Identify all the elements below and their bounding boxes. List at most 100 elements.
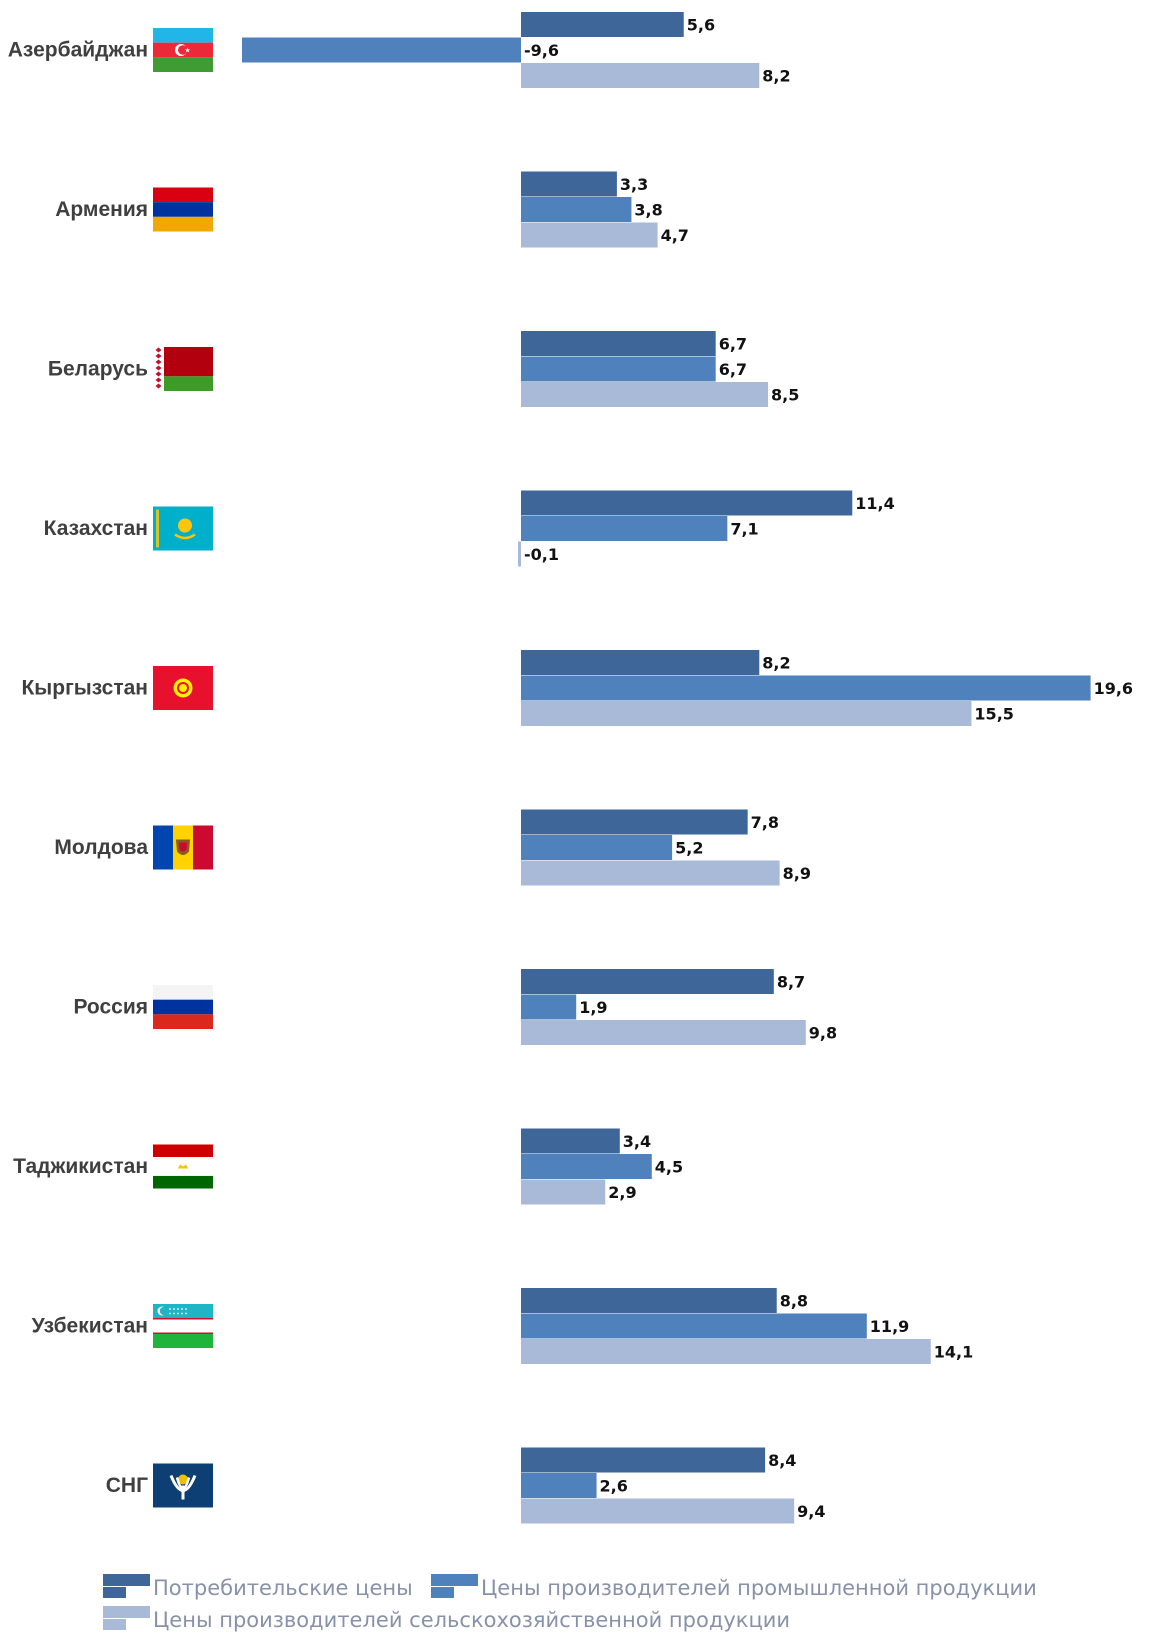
value-label: 5,2 — [675, 839, 703, 858]
category-label: Казахстан — [44, 517, 148, 540]
value-label: 3,4 — [623, 1132, 651, 1151]
bar — [521, 1020, 806, 1045]
bar — [521, 1179, 606, 1205]
bar — [521, 1128, 620, 1154]
value-label: 9,4 — [797, 1502, 825, 1521]
value-label: 5,6 — [687, 16, 715, 35]
legend-item: Цены производителей промышленной продукц… — [431, 1574, 1037, 1600]
cis-emblem — [153, 1463, 213, 1508]
category-label: Россия — [73, 996, 148, 1019]
legend-swatch-icon — [103, 1574, 150, 1598]
tajikistan-flag — [153, 1144, 213, 1189]
value-label: 8,7 — [777, 973, 805, 992]
bar — [521, 171, 617, 197]
value-label: 8,4 — [768, 1451, 796, 1470]
legend-item: Потребительские цены — [103, 1574, 413, 1600]
value-label: -9,6 — [524, 41, 559, 60]
category-row: Беларусь 6,7 6,7 8,5 — [48, 331, 799, 407]
bar — [521, 809, 748, 835]
category-label: Узбекистан — [32, 1315, 148, 1338]
moldova-flag — [153, 825, 213, 870]
category-label: Молдова — [54, 836, 148, 859]
bar — [521, 1154, 652, 1179]
legend-item: Цены производителей сельскохозяйственной… — [103, 1606, 790, 1632]
bar — [521, 650, 760, 675]
category-label: Кыргызстан — [21, 677, 148, 700]
bar — [521, 222, 658, 248]
azerbaijan-flag — [153, 28, 213, 72]
value-label: 15,5 — [974, 705, 1013, 724]
belarus-flag — [153, 347, 213, 391]
value-label: 8,8 — [780, 1292, 808, 1311]
value-label: 2,6 — [600, 1477, 628, 1496]
value-label: 8,5 — [771, 386, 799, 405]
bar — [521, 1473, 597, 1498]
bar — [521, 197, 632, 222]
value-label: 19,6 — [1094, 679, 1133, 698]
bar — [242, 37, 521, 63]
bar — [521, 331, 716, 356]
bar — [521, 382, 769, 407]
value-label: 11,9 — [870, 1317, 909, 1336]
value-label: 6,7 — [719, 335, 747, 354]
bar — [521, 63, 760, 88]
category-label: Азербайджан — [8, 39, 148, 62]
bar — [521, 1498, 795, 1524]
bar — [521, 356, 716, 382]
category-row: Армения 3,3 3,8 4,7 — [55, 171, 689, 248]
value-label: 1,9 — [579, 998, 607, 1017]
bar — [521, 835, 673, 860]
category-row: СНГ 8,4 2,6 9,4 — [106, 1447, 826, 1524]
value-label: 9,8 — [809, 1024, 837, 1043]
bar — [521, 1313, 867, 1339]
category-row: Таджикистан 3,44,5 2,9 — [13, 1128, 683, 1205]
category-row: Кыргызстан 8,2 19,6 15,5 — [21, 650, 1133, 726]
category-row: Казахстан 11,4 7,1 -0,1 — [44, 490, 895, 567]
bar — [521, 969, 774, 994]
value-label: 11,4 — [855, 494, 894, 513]
category-label: Беларусь — [48, 358, 148, 381]
value-label: 6,7 — [719, 360, 747, 379]
bar — [521, 12, 684, 37]
kazakhstan-flag — [153, 506, 213, 551]
bar — [521, 1447, 766, 1473]
value-label: 4,5 — [655, 1158, 683, 1177]
legend-label: Цены производителей сельскохозяйственной… — [153, 1608, 790, 1632]
legend-label: Потребительские цены — [153, 1576, 413, 1600]
category-row: Узбекистан 8,8 11,9 14,1 — [32, 1288, 973, 1364]
bar — [521, 994, 577, 1020]
uzbekistan-flag — [153, 1304, 213, 1348]
category-label: Армения — [55, 198, 148, 221]
value-label: -0,1 — [524, 545, 559, 564]
bar — [521, 490, 853, 516]
bar — [521, 701, 972, 726]
category-label: Таджикистан — [13, 1155, 148, 1178]
value-label: 7,8 — [751, 813, 779, 832]
legend-swatch-icon — [431, 1574, 478, 1598]
bar — [521, 860, 780, 886]
value-label: 7,1 — [730, 520, 758, 539]
russia-flag — [153, 985, 213, 1029]
bar — [521, 516, 728, 541]
legend-swatch-icon — [103, 1606, 150, 1630]
value-label: 2,9 — [608, 1183, 636, 1202]
bar — [521, 675, 1091, 701]
legend-label: Цены производителей промышленной продукц… — [481, 1576, 1037, 1600]
kyrgyzstan-flag — [153, 666, 213, 710]
category-row: Россия 8,7 1,9 9,8 — [73, 969, 837, 1045]
bar — [518, 541, 521, 567]
value-label: 4,7 — [661, 226, 689, 245]
legend: Потребительские цены Цены производителей … — [103, 1574, 1037, 1632]
value-label: 8,2 — [762, 67, 790, 86]
value-label: 3,3 — [620, 175, 648, 194]
armenia-flag — [153, 187, 213, 232]
category-label: СНГ — [106, 1474, 148, 1497]
category-row: Азербайджан 5,6 -9,6 8,2 — [8, 12, 791, 88]
category-row: Молдова 7,8 5,2 8,9 — [54, 809, 811, 886]
value-label: 14,1 — [934, 1343, 973, 1362]
bar — [521, 1339, 931, 1364]
value-label: 8,2 — [762, 654, 790, 673]
bar — [521, 1288, 777, 1313]
value-label: 3,8 — [634, 201, 662, 220]
